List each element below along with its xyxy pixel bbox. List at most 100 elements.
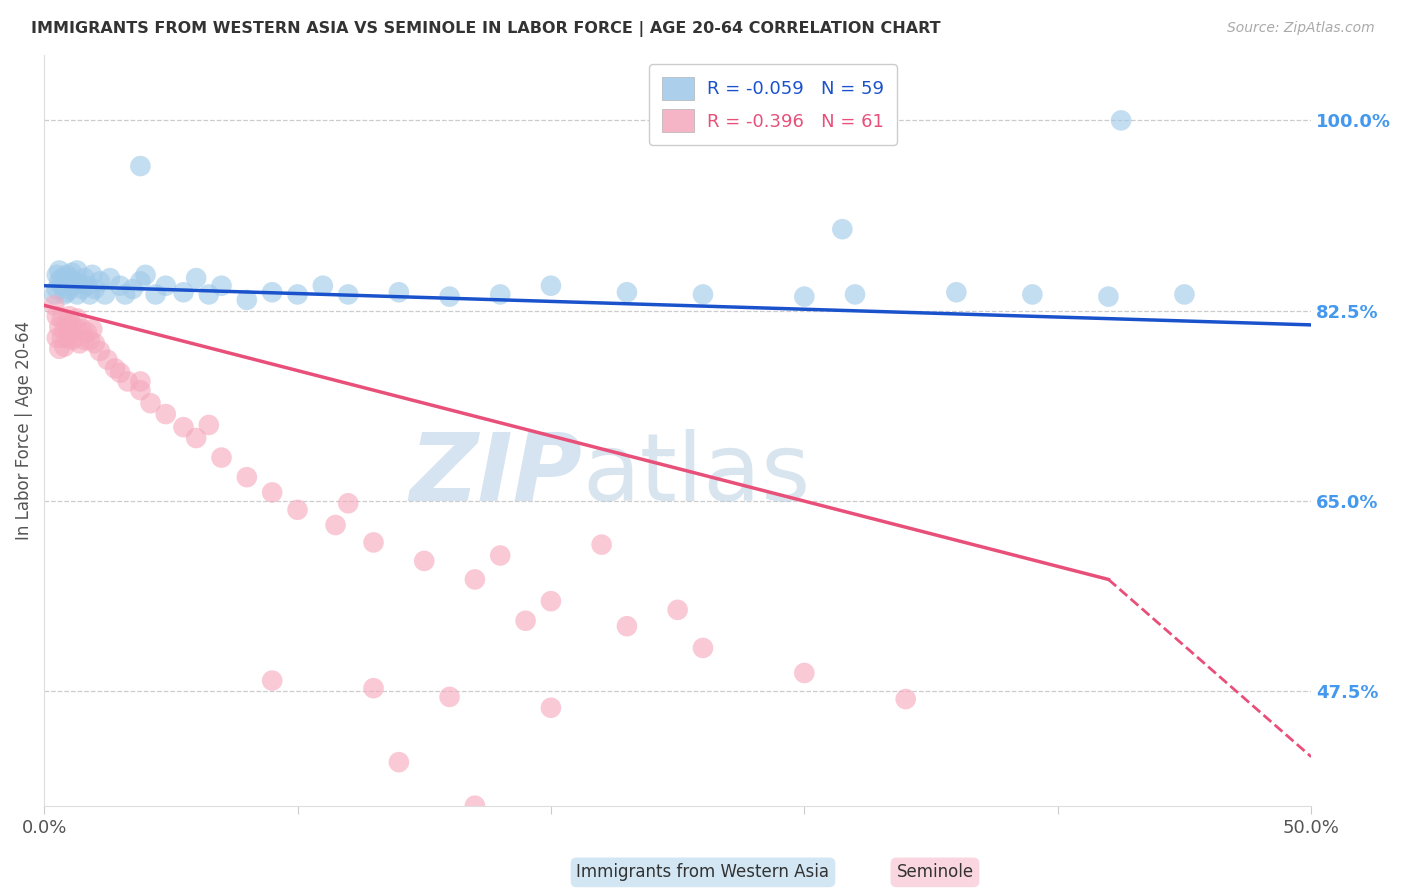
Point — [60, 278, 83, 293]
Point — [60, 318, 83, 332]
Point — [337, 287, 360, 301]
Point — [89, 343, 111, 358]
Point — [51, 271, 73, 285]
Point — [76, 326, 98, 340]
Point — [155, 278, 177, 293]
Text: Source: ZipAtlas.com: Source: ZipAtlas.com — [1227, 21, 1375, 36]
Point — [98, 271, 121, 285]
Point — [464, 798, 486, 813]
Point — [56, 315, 79, 329]
Point — [70, 282, 93, 296]
Point — [262, 673, 284, 688]
Point — [60, 333, 83, 347]
Point — [155, 407, 177, 421]
Point — [58, 282, 80, 296]
Point — [337, 496, 360, 510]
Point — [44, 298, 66, 312]
Point — [134, 268, 156, 282]
Point — [591, 538, 613, 552]
Point — [63, 331, 86, 345]
Point — [73, 333, 96, 347]
Point — [894, 692, 917, 706]
Point — [413, 554, 436, 568]
Point — [363, 681, 385, 696]
Text: IMMIGRANTS FROM WESTERN ASIA VS SEMINOLE IN LABOR FORCE | AGE 20-64 CORRELATION : IMMIGRANTS FROM WESTERN ASIA VS SEMINOLE… — [31, 21, 941, 37]
Point — [489, 549, 512, 563]
Point — [831, 222, 853, 236]
Point — [129, 375, 152, 389]
Point — [48, 274, 70, 288]
Point — [60, 266, 83, 280]
Point — [58, 271, 80, 285]
Point — [82, 322, 104, 336]
Point — [73, 271, 96, 285]
Point — [51, 278, 73, 293]
Point — [66, 287, 89, 301]
Point — [173, 285, 195, 300]
Point — [69, 336, 91, 351]
Point — [48, 263, 70, 277]
Text: ZIP: ZIP — [409, 429, 582, 522]
Point — [104, 361, 127, 376]
Point — [51, 311, 73, 326]
Point — [56, 268, 79, 282]
Point — [129, 159, 152, 173]
Point — [793, 290, 815, 304]
Point — [388, 755, 411, 769]
Point — [1021, 287, 1043, 301]
Point — [211, 450, 233, 465]
Point — [515, 614, 537, 628]
Point — [53, 287, 76, 301]
Point — [56, 331, 79, 345]
Point — [145, 287, 167, 301]
Point — [48, 342, 70, 356]
Point — [692, 640, 714, 655]
Point — [56, 285, 79, 300]
Point — [76, 278, 98, 293]
Y-axis label: In Labor Force | Age 20-64: In Labor Force | Age 20-64 — [15, 321, 32, 540]
Point — [48, 320, 70, 334]
Point — [94, 287, 117, 301]
Point — [325, 518, 347, 533]
Point — [439, 290, 461, 304]
Point — [666, 603, 689, 617]
Point — [82, 268, 104, 282]
Point — [1109, 113, 1132, 128]
Point — [96, 352, 118, 367]
Point — [108, 366, 131, 380]
Point — [540, 278, 562, 293]
Point — [66, 263, 89, 277]
Point — [51, 331, 73, 345]
Point — [211, 278, 233, 293]
Point — [58, 322, 80, 336]
Point — [79, 287, 101, 301]
Point — [1097, 290, 1119, 304]
Point — [129, 274, 152, 288]
Point — [1173, 287, 1195, 301]
Point — [66, 311, 89, 326]
Point — [108, 278, 131, 293]
Point — [53, 322, 76, 336]
Point — [388, 285, 411, 300]
Point — [66, 322, 89, 336]
Point — [53, 340, 76, 354]
Point — [58, 309, 80, 323]
Point — [439, 690, 461, 704]
Point — [540, 700, 562, 714]
Point — [89, 274, 111, 288]
Point — [945, 285, 967, 300]
Point — [63, 274, 86, 288]
Point — [83, 336, 105, 351]
Point — [198, 417, 221, 432]
Point — [844, 287, 866, 301]
Legend: R = -0.059   N = 59, R = -0.396   N = 61: R = -0.059 N = 59, R = -0.396 N = 61 — [650, 64, 897, 145]
Point — [616, 619, 638, 633]
Point — [44, 287, 66, 301]
Point — [129, 383, 152, 397]
Point — [287, 503, 309, 517]
Point — [139, 396, 162, 410]
Point — [262, 285, 284, 300]
Point — [45, 331, 67, 345]
Point — [53, 277, 76, 291]
Point — [616, 285, 638, 300]
